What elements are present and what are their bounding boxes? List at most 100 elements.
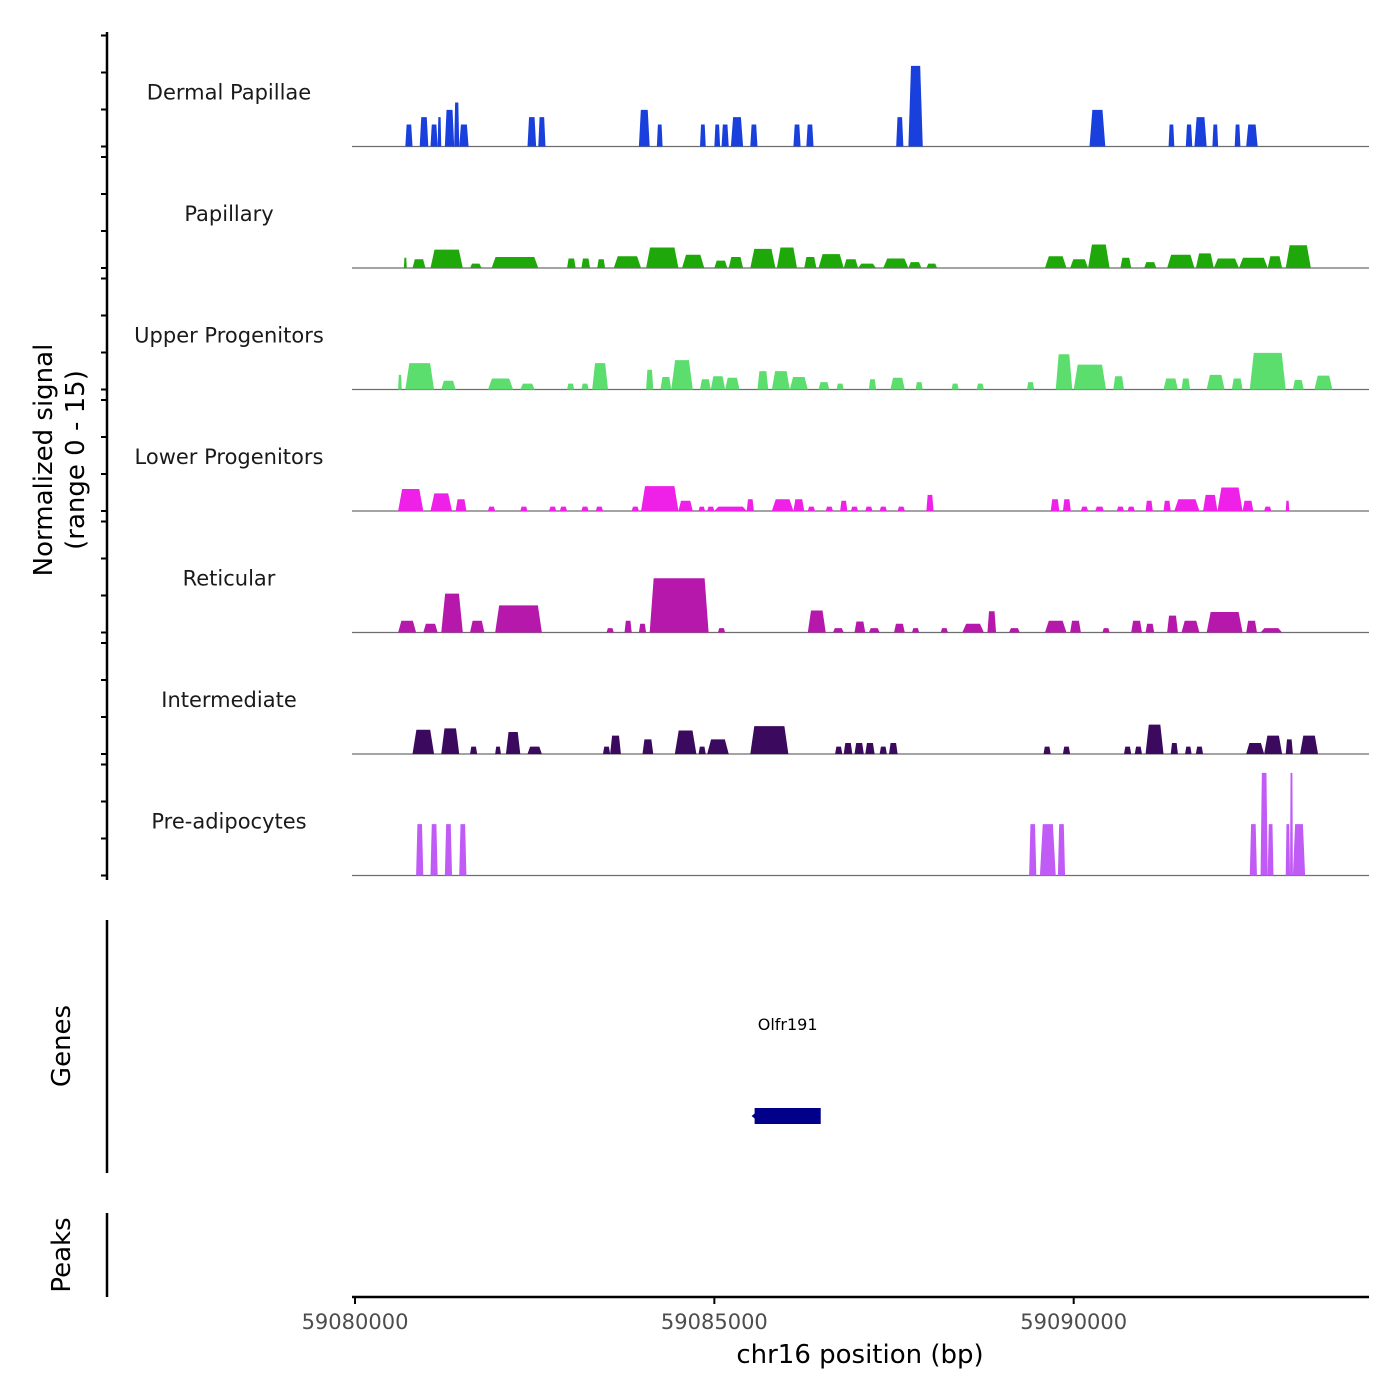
- signal-peak: [459, 124, 469, 147]
- signal-peak: [883, 258, 909, 268]
- signal-peak: [1170, 743, 1178, 754]
- signal-peak: [613, 256, 642, 268]
- signal-peak: [527, 117, 537, 147]
- signal-peak: [455, 499, 467, 511]
- genes-panel-label: Genes: [47, 1005, 77, 1087]
- signal-peak: [1057, 824, 1066, 876]
- signal-peak: [976, 383, 984, 390]
- signal-peak: [1039, 824, 1056, 876]
- signal-peak: [1194, 117, 1207, 147]
- signal-peak: [858, 263, 877, 268]
- signal-peak: [1231, 378, 1243, 390]
- signal-peak: [725, 377, 740, 390]
- signal-peak: [581, 383, 589, 390]
- signal-peak: [865, 506, 873, 511]
- signal-peak: [807, 506, 815, 511]
- signal-peak: [1089, 109, 1106, 147]
- track-label: Intermediate: [161, 688, 297, 712]
- signal-peak: [1070, 259, 1089, 268]
- signal-peak: [1145, 623, 1155, 633]
- signal-peak: [520, 383, 535, 390]
- signal-peak: [1113, 376, 1125, 390]
- signal-peak: [879, 506, 887, 511]
- signal-peak: [1246, 620, 1257, 633]
- signal-peak: [423, 623, 438, 633]
- signal-peak: [836, 383, 844, 390]
- signal-peak: [750, 726, 789, 754]
- signal-peak: [430, 493, 453, 511]
- signal-peak: [602, 746, 611, 754]
- signal-peak: [714, 506, 747, 511]
- signal-peak: [398, 489, 424, 511]
- signal-peak: [908, 65, 923, 147]
- signal-peak: [1043, 746, 1051, 754]
- signal-peak: [646, 369, 654, 390]
- signal-peak: [926, 263, 938, 268]
- track-label: Upper Progenitors: [134, 324, 324, 348]
- y-axis-title-line-2: (range 0 - 15): [61, 370, 91, 550]
- x-axis-title: chr16 position (bp): [736, 1340, 983, 1370]
- signal-peak: [398, 374, 402, 390]
- signal-peak: [487, 506, 496, 511]
- gene-label: Olfr191: [758, 1015, 818, 1034]
- signal-peak: [1300, 735, 1319, 754]
- signal-peak: [678, 500, 693, 511]
- signal-peak: [592, 363, 608, 390]
- signal-peak: [441, 728, 460, 754]
- signal-peak: [549, 506, 557, 511]
- signal-peak: [405, 363, 435, 390]
- signal-peak: [1292, 379, 1304, 390]
- signal-peak: [897, 506, 905, 511]
- signal-peak: [437, 117, 442, 147]
- signal-peak: [807, 610, 826, 633]
- signal-peak: [606, 628, 614, 633]
- signal-peak: [1185, 746, 1192, 754]
- signal-peak: [430, 249, 463, 268]
- signal-peak: [638, 623, 647, 633]
- gene-strand-arrow-icon: [751, 1112, 757, 1120]
- signal-peak: [581, 506, 589, 511]
- signal-peak: [868, 628, 880, 633]
- signal-peak: [470, 746, 478, 754]
- signal-peak: [818, 254, 844, 268]
- signal-peak: [714, 124, 721, 147]
- signal-peak: [398, 620, 417, 633]
- signal-peak: [520, 506, 528, 511]
- signal-peak: [1050, 499, 1060, 511]
- signal-peak: [403, 257, 407, 268]
- track-papillary: Papillary: [184, 202, 1369, 269]
- signal-peak: [1242, 500, 1254, 511]
- signal-peak: [1212, 124, 1219, 147]
- signal-peak: [682, 254, 705, 268]
- signal-peak: [806, 124, 814, 147]
- signal-peak: [505, 732, 521, 754]
- gene-body: [754, 1108, 821, 1124]
- signal-peak: [1124, 746, 1132, 754]
- x-tick-label: 59080000: [302, 1310, 409, 1334]
- coverage-tracks: Dermal Papillae Papillary Upper Progenitor…: [134, 65, 1369, 877]
- signal-peak: [804, 257, 817, 268]
- signal-peak: [707, 506, 715, 511]
- signal-peak: [444, 824, 453, 876]
- signal-peak: [595, 506, 603, 511]
- signal-peak: [1249, 352, 1286, 390]
- signal-peak: [793, 124, 801, 147]
- signal-peak: [854, 621, 866, 633]
- signal-peak: [1267, 824, 1274, 876]
- signal-peak: [890, 377, 905, 390]
- signal-peak: [1131, 620, 1142, 633]
- signal-peak: [1206, 374, 1225, 390]
- signal-peak: [1127, 506, 1135, 511]
- signal-peak: [567, 383, 575, 390]
- signal-peak: [1167, 615, 1178, 633]
- signal-peak: [1062, 499, 1071, 511]
- signal-peak: [1285, 245, 1311, 268]
- track-label: Reticular: [183, 567, 276, 591]
- signal-peak: [491, 257, 539, 268]
- track-label: Pre-adipocytes: [151, 810, 306, 834]
- signal-peak: [750, 248, 776, 268]
- signal-peak: [638, 109, 650, 147]
- signal-peak: [746, 499, 754, 511]
- signal-peak: [1102, 628, 1110, 633]
- signal-peak: [1290, 772, 1293, 876]
